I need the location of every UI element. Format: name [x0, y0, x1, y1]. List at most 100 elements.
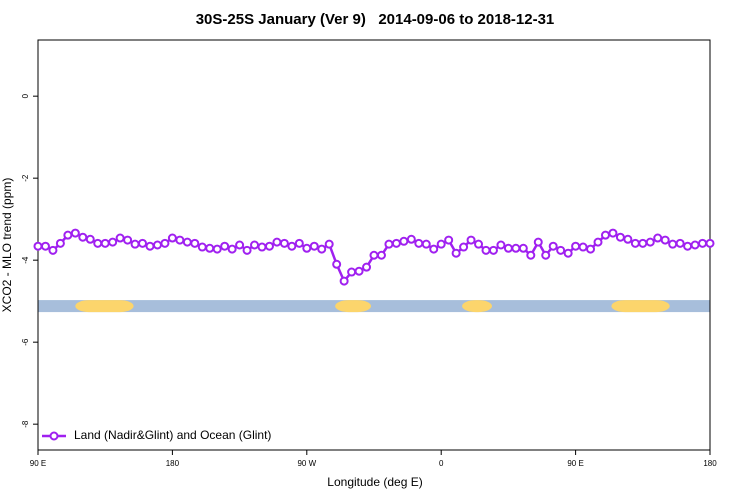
data-point	[675, 238, 685, 248]
data-point	[197, 242, 207, 252]
data-point	[369, 250, 379, 260]
data-point	[227, 244, 237, 254]
chart-title: 30S-25S January (Ver 9) 2014-09-06 to 20…	[196, 11, 555, 28]
data-point	[85, 234, 95, 244]
y-tick-label: -6	[21, 338, 30, 346]
data-point	[660, 235, 670, 245]
data-point	[138, 238, 148, 248]
data-point	[600, 230, 610, 240]
ocean-band	[38, 300, 710, 313]
x-tick-label: 180	[703, 459, 717, 468]
data-point	[384, 239, 394, 249]
legend-label: Land (Nadir&Glint) and Ocean (Glint)	[74, 428, 271, 442]
land-segment	[462, 300, 492, 313]
data-point	[317, 244, 327, 254]
legend-marker	[49, 431, 59, 441]
data-point	[182, 237, 192, 247]
data-point	[436, 239, 446, 249]
data-point	[638, 238, 648, 248]
data-point	[645, 237, 655, 247]
data-point	[459, 242, 469, 252]
y-tick-label: -8	[21, 420, 30, 428]
data-point	[160, 238, 170, 248]
data-point	[488, 245, 498, 255]
data-point	[518, 243, 528, 253]
data-point	[391, 238, 401, 248]
data-point	[242, 245, 252, 255]
data-point	[130, 239, 140, 249]
x-tick-label: 90 W	[297, 459, 316, 468]
data-point	[653, 233, 663, 243]
data-point	[212, 244, 222, 254]
data-point	[40, 241, 50, 251]
data-point	[511, 243, 521, 253]
data-point	[586, 244, 596, 254]
x-tick-label: 180	[166, 459, 180, 468]
data-point	[533, 237, 543, 247]
data-point	[145, 241, 155, 251]
data-point	[302, 243, 312, 253]
data-point	[481, 245, 491, 255]
data-point	[541, 250, 551, 260]
data-point	[294, 238, 304, 248]
data-point	[347, 267, 357, 277]
data-point	[630, 238, 640, 248]
data-point	[608, 228, 618, 238]
data-point	[683, 241, 693, 251]
data-point	[406, 234, 416, 244]
data-point	[429, 244, 439, 254]
data-point	[705, 238, 715, 248]
data-point	[100, 238, 110, 248]
data-point	[593, 237, 603, 247]
y-axis-label: XCO2 - MLO trend (ppm)	[0, 178, 14, 313]
data-point	[339, 276, 349, 286]
x-tick-label: 90 E	[30, 459, 46, 468]
data-point	[466, 235, 476, 245]
data-point	[414, 238, 424, 248]
data-point	[175, 235, 185, 245]
data-point	[503, 243, 513, 253]
data-point	[526, 250, 536, 260]
data-point	[548, 241, 558, 251]
data-point	[578, 242, 588, 252]
data-point	[115, 233, 125, 243]
data-point	[123, 235, 133, 245]
x-tick-label: 0	[439, 459, 444, 468]
data-point	[78, 232, 88, 242]
data-point	[48, 245, 58, 255]
data-point	[698, 238, 708, 248]
data-point	[63, 230, 73, 240]
x-axis-label: Longitude (deg E)	[327, 475, 422, 489]
data-point	[167, 233, 177, 243]
data-point	[287, 241, 297, 251]
y-tick-label: 0	[21, 93, 30, 98]
data-point	[354, 266, 364, 276]
data-point	[615, 232, 625, 242]
data-point	[474, 239, 484, 249]
y-tick-label: -4	[21, 256, 30, 264]
data-point	[496, 240, 506, 250]
data-point	[70, 228, 80, 238]
land-segment	[335, 300, 372, 313]
data-point	[309, 241, 319, 251]
data-point	[190, 238, 200, 248]
data-point	[264, 241, 274, 251]
data-point	[571, 241, 581, 251]
data-point	[376, 250, 386, 260]
data-point	[563, 248, 573, 258]
data-point	[55, 238, 65, 248]
data-point	[556, 245, 566, 255]
data-point	[324, 239, 334, 249]
land-segment	[75, 300, 134, 313]
data-point	[108, 237, 118, 247]
data-point	[257, 242, 267, 252]
data-point	[235, 240, 245, 250]
data-point	[668, 239, 678, 249]
data-point	[152, 240, 162, 250]
land-segment	[611, 300, 670, 313]
data-point	[690, 240, 700, 250]
data-point	[362, 262, 372, 272]
data-point	[421, 239, 431, 249]
